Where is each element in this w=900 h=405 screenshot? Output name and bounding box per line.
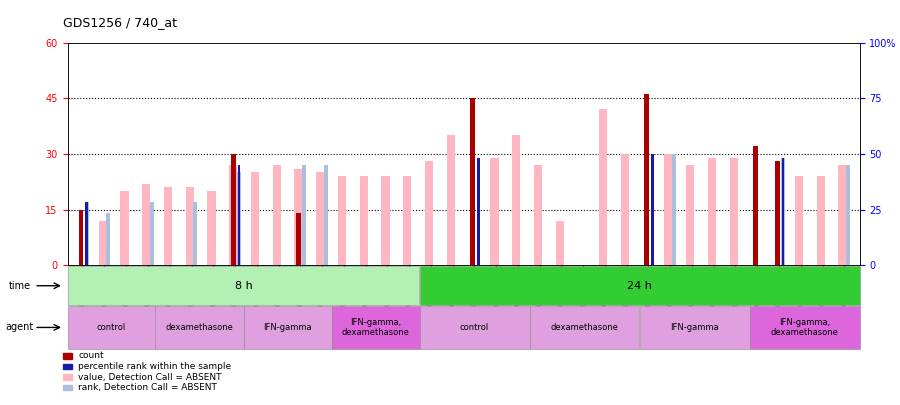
Bar	[477, 158, 480, 265]
Bar	[142, 183, 150, 265]
Bar	[207, 191, 216, 265]
Bar	[795, 176, 803, 265]
Bar	[316, 173, 325, 265]
Text: 8 h: 8 h	[235, 281, 252, 291]
Bar	[185, 187, 193, 265]
Bar	[324, 165, 328, 265]
Text: time: time	[9, 281, 32, 291]
Bar	[360, 176, 368, 265]
Bar	[273, 165, 281, 265]
Bar	[446, 135, 455, 265]
Bar	[775, 161, 779, 265]
Bar	[78, 210, 84, 265]
Bar	[555, 221, 563, 265]
Bar	[382, 176, 390, 265]
Text: dexamethasone: dexamethasone	[166, 323, 233, 332]
Text: GDS1256 / 740_at: GDS1256 / 740_at	[63, 16, 177, 29]
Text: 24 h: 24 h	[627, 281, 652, 291]
Bar	[121, 191, 129, 265]
Bar	[164, 187, 172, 265]
Bar	[816, 176, 825, 265]
Bar	[534, 165, 542, 265]
Bar	[231, 154, 236, 265]
Bar	[664, 154, 672, 265]
Bar	[150, 202, 154, 265]
Bar	[491, 158, 499, 265]
Bar	[302, 165, 306, 265]
Bar	[106, 213, 111, 265]
Bar	[512, 135, 520, 265]
Bar	[99, 221, 107, 265]
Text: IFN-gamma,
dexamethasone: IFN-gamma, dexamethasone	[342, 318, 410, 337]
Text: IFN-gamma: IFN-gamma	[263, 323, 311, 332]
Bar	[296, 213, 301, 265]
Text: count: count	[78, 352, 104, 360]
Bar	[707, 158, 716, 265]
Bar	[846, 165, 850, 265]
Text: control: control	[97, 323, 126, 332]
Text: rank, Detection Call = ABSENT: rank, Detection Call = ABSENT	[78, 383, 217, 392]
Text: percentile rank within the sample: percentile rank within the sample	[78, 362, 231, 371]
Bar	[599, 109, 608, 265]
Bar	[194, 202, 197, 265]
Bar	[730, 158, 738, 265]
Bar	[781, 158, 785, 265]
Bar	[294, 169, 302, 265]
Bar	[403, 176, 411, 265]
Bar	[621, 154, 629, 265]
Bar	[686, 165, 695, 265]
Bar	[251, 173, 259, 265]
Bar	[839, 165, 847, 265]
Bar	[781, 158, 784, 265]
Bar	[85, 202, 88, 265]
Bar	[672, 154, 676, 265]
Bar	[644, 94, 649, 265]
Text: agent: agent	[5, 322, 33, 333]
Bar	[230, 165, 238, 265]
Bar	[753, 147, 758, 265]
Bar	[237, 173, 241, 265]
Text: IFN-gamma,
dexamethasone: IFN-gamma, dexamethasone	[770, 318, 839, 337]
Bar	[238, 165, 240, 265]
Text: dexamethasone: dexamethasone	[551, 323, 618, 332]
Bar	[86, 202, 88, 265]
Text: control: control	[460, 323, 489, 332]
Bar	[651, 154, 653, 265]
Bar	[470, 98, 475, 265]
Bar	[425, 161, 433, 265]
Bar	[338, 176, 346, 265]
Text: IFN-gamma: IFN-gamma	[670, 323, 719, 332]
Text: value, Detection Call = ABSENT: value, Detection Call = ABSENT	[78, 373, 221, 382]
